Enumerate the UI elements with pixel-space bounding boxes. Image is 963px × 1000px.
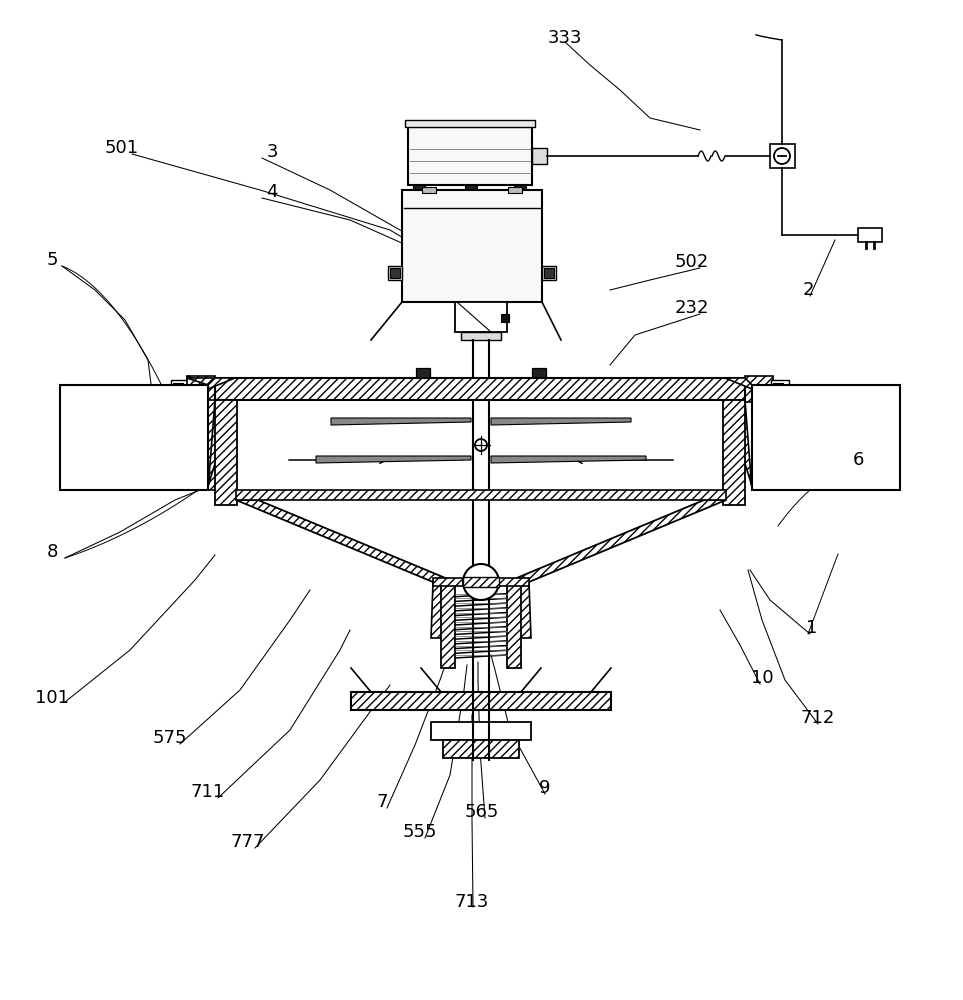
Bar bbox=[422, 187, 436, 193]
Polygon shape bbox=[208, 400, 235, 490]
Bar bbox=[514, 185, 526, 190]
Polygon shape bbox=[331, 418, 471, 425]
Text: 9: 9 bbox=[539, 779, 551, 797]
Bar bbox=[773, 383, 783, 395]
Bar bbox=[463, 577, 499, 587]
Text: 10: 10 bbox=[751, 669, 773, 687]
Polygon shape bbox=[507, 500, 726, 582]
Bar bbox=[402, 190, 542, 302]
Circle shape bbox=[774, 148, 790, 164]
Bar bbox=[745, 376, 773, 402]
Text: 6: 6 bbox=[852, 451, 864, 469]
Text: 502: 502 bbox=[675, 253, 709, 271]
Text: 575: 575 bbox=[153, 729, 187, 747]
Text: 5: 5 bbox=[46, 251, 58, 269]
Bar bbox=[60, 385, 208, 490]
Bar bbox=[507, 582, 521, 668]
Bar bbox=[544, 268, 554, 278]
Text: 333: 333 bbox=[548, 29, 583, 47]
Bar bbox=[455, 302, 507, 332]
Bar bbox=[408, 127, 532, 185]
Bar bbox=[770, 144, 795, 168]
Bar bbox=[532, 368, 546, 378]
Bar bbox=[433, 578, 529, 586]
Text: 713: 713 bbox=[455, 893, 489, 911]
Polygon shape bbox=[187, 400, 217, 490]
Bar bbox=[858, 228, 882, 242]
Text: 1: 1 bbox=[806, 619, 818, 637]
Bar bbox=[416, 368, 430, 378]
Bar bbox=[532, 148, 547, 164]
Bar bbox=[441, 582, 455, 668]
Circle shape bbox=[463, 564, 499, 600]
Bar bbox=[542, 266, 556, 280]
Text: 232: 232 bbox=[675, 299, 710, 317]
Text: 4: 4 bbox=[266, 183, 277, 201]
Text: 8: 8 bbox=[46, 543, 58, 561]
Bar bbox=[351, 692, 611, 710]
Bar bbox=[187, 376, 215, 402]
Polygon shape bbox=[187, 376, 208, 385]
Polygon shape bbox=[431, 582, 455, 638]
Bar bbox=[173, 383, 183, 395]
Text: 712: 712 bbox=[801, 709, 835, 727]
Polygon shape bbox=[725, 378, 752, 389]
Polygon shape bbox=[316, 456, 471, 463]
Bar bbox=[236, 490, 726, 500]
Bar bbox=[752, 385, 900, 490]
Polygon shape bbox=[491, 418, 631, 425]
Bar bbox=[771, 380, 789, 398]
Circle shape bbox=[475, 439, 487, 451]
Bar bbox=[171, 380, 189, 398]
Text: 555: 555 bbox=[403, 823, 437, 841]
Bar bbox=[501, 314, 509, 322]
Polygon shape bbox=[725, 400, 752, 490]
Bar bbox=[431, 722, 531, 740]
Bar bbox=[443, 740, 519, 758]
Text: 565: 565 bbox=[465, 803, 499, 821]
Bar bbox=[215, 400, 237, 505]
Bar bbox=[215, 378, 745, 400]
Bar bbox=[405, 120, 535, 127]
Bar bbox=[461, 332, 501, 340]
Text: 2: 2 bbox=[802, 281, 814, 299]
Text: 777: 777 bbox=[231, 833, 265, 851]
Text: 501: 501 bbox=[105, 139, 139, 157]
Bar bbox=[413, 185, 425, 190]
Polygon shape bbox=[491, 456, 646, 463]
Text: 3: 3 bbox=[266, 143, 277, 161]
Bar bbox=[508, 187, 522, 193]
Bar bbox=[465, 185, 477, 190]
Polygon shape bbox=[507, 582, 531, 638]
Bar bbox=[723, 400, 745, 505]
Text: 7: 7 bbox=[377, 793, 388, 811]
Polygon shape bbox=[208, 378, 235, 389]
Text: 711: 711 bbox=[191, 783, 225, 801]
Bar bbox=[390, 268, 400, 278]
Bar bbox=[388, 266, 402, 280]
Polygon shape bbox=[236, 500, 455, 582]
Text: 101: 101 bbox=[35, 689, 69, 707]
Polygon shape bbox=[187, 378, 217, 385]
